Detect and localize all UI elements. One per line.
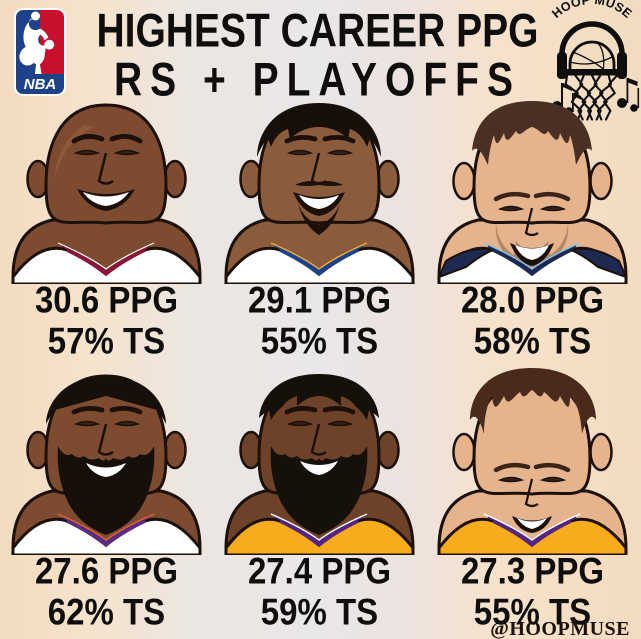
- svg-text:NBA: NBA: [24, 76, 57, 93]
- svg-text:HOOP MUSE: HOOP MUSE: [549, 0, 634, 21]
